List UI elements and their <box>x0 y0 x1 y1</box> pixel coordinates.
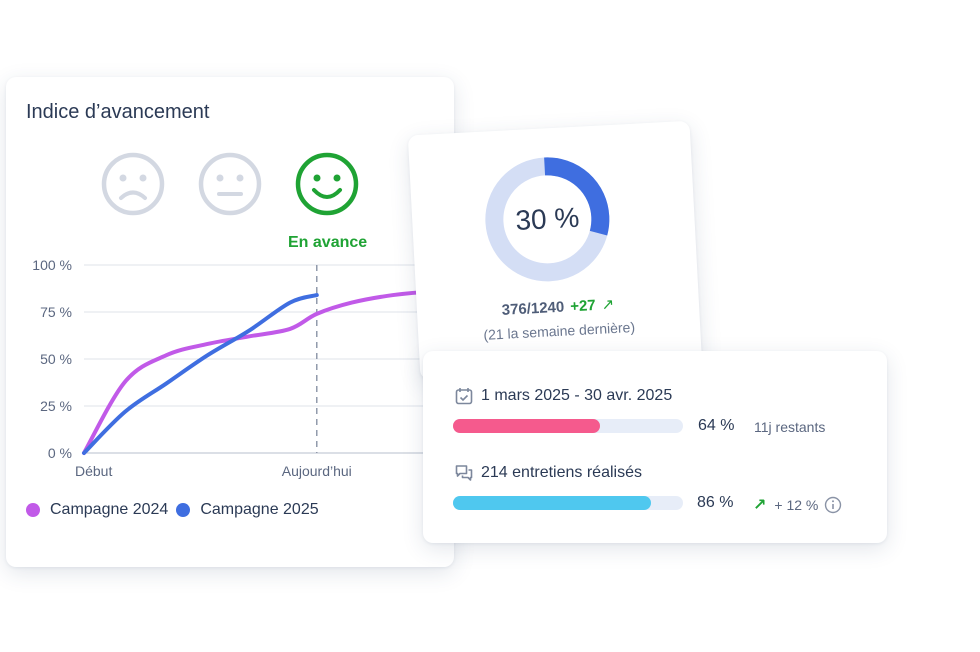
card-title: Indice d’avancement <box>26 101 210 123</box>
y-tick-label: 50 % <box>40 351 72 367</box>
legend-item-2024[interactable]: Campagne 2024 <box>26 501 168 519</box>
donut-count: 376/1240 <box>501 298 565 319</box>
arrow-up-right-icon: ↗ <box>753 497 767 514</box>
interviews-progress-fill <box>453 496 651 510</box>
legend-item-2025[interactable]: Campagne 2025 <box>176 501 319 519</box>
interviews-trend: ↗ + 12 % <box>753 495 842 515</box>
chat-bubbles-icon <box>455 465 473 481</box>
interviews-row: 214 entretiens réalisés <box>455 464 642 482</box>
donut-chart <box>485 157 610 282</box>
x-tick-label: Début <box>75 463 112 479</box>
donut-delta: +27 <box>569 296 597 316</box>
interviews-progress-bar <box>453 496 683 510</box>
y-tick-label: 25 % <box>40 398 72 414</box>
info-icon[interactable] <box>824 496 842 514</box>
status-label: En avance <box>288 234 368 251</box>
interviews-label: 214 entretiens réalisés <box>481 464 642 481</box>
legend-dot-2025 <box>176 503 191 517</box>
legend-label-2025: Campagne 2025 <box>200 501 319 518</box>
series-line-2025 <box>82 293 319 455</box>
chart-legend: Campagne 2024 Campagne 2025 <box>26 501 327 519</box>
date-range-label: 1 mars 2025 - 30 avr. 2025 <box>481 387 673 404</box>
happy-face-icon[interactable] <box>294 151 360 217</box>
sad-face-icon[interactable] <box>100 151 166 217</box>
progress-card: 1 mars 2025 - 30 avr. 2025 64 % 11j rest… <box>423 351 887 543</box>
donut-percent: 30 % <box>514 201 581 237</box>
date-range-row: 1 mars 2025 - 30 avr. 2025 <box>455 387 672 405</box>
days-remaining: 11j restants <box>754 419 825 435</box>
calendar-check-icon <box>455 388 473 405</box>
days-remaining-label: 11j restants <box>754 419 826 435</box>
donut-card: 30 % 376/1240 +27 ↗ (21 la semaine dernièr… <box>407 120 703 381</box>
y-tick-label: 75 % <box>40 304 72 320</box>
x-tick-label: Aujourd’hui <box>282 463 352 479</box>
progress-index-card: Indice d’avancement En avance 100 % 75 % 5… <box>6 77 454 567</box>
time-progress-fill <box>453 419 601 433</box>
time-progress-value: 64 % <box>698 417 735 434</box>
legend-dot-2024 <box>26 503 40 517</box>
series-line-2024 <box>82 288 454 455</box>
y-tick-label: 100 % <box>32 257 72 273</box>
y-tick-label: 0 % <box>48 445 72 461</box>
interviews-trend-label: + 12 % <box>774 497 819 513</box>
legend-label-2024: Campagne 2024 <box>50 501 169 518</box>
interviews-progress-value: 86 % <box>697 494 734 511</box>
arrow-up-right-icon: ↗ <box>601 295 615 314</box>
neutral-face-icon[interactable] <box>197 151 263 217</box>
time-progress-bar <box>453 419 683 433</box>
